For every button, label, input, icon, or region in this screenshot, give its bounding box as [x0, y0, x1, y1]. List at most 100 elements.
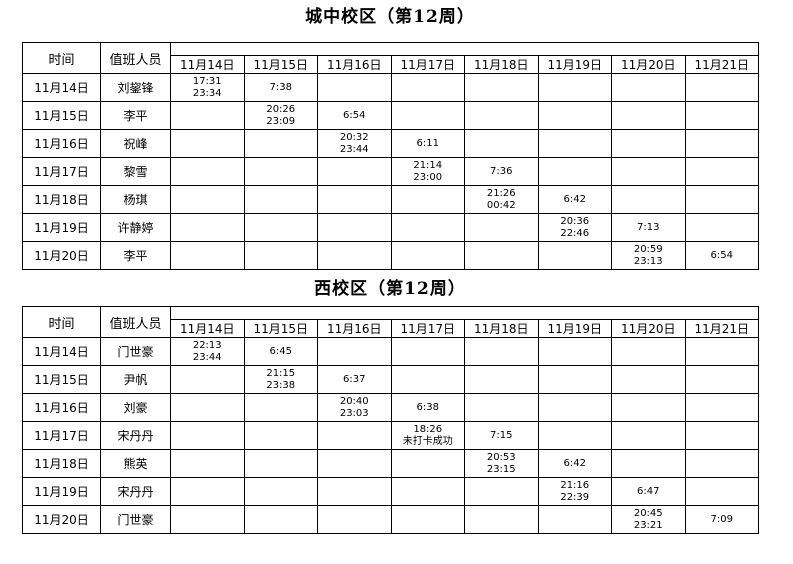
- checkin-time-cell: 6:42: [537, 185, 612, 214]
- schedule-row: 11月19日 宋丹丹 21:16 22:39 6:47: [22, 477, 759, 506]
- schedule-row: 11月15日 尹帆 21:15 23:38 6:37: [22, 365, 759, 394]
- duty-person-cell: 李平: [100, 101, 171, 130]
- schedule-row: 11月16日 祝峰 20:32 23:44 6:11: [22, 129, 759, 158]
- checkin-time-cell: [464, 129, 539, 158]
- checkin-time-cell: 6:54: [684, 241, 759, 270]
- checkin-time-cell: 20:36 22:46: [537, 213, 612, 242]
- checkin-time-cell: [243, 449, 318, 478]
- checkin-time-cell: [464, 101, 539, 130]
- checkin-time-cell: [317, 421, 392, 450]
- checkin-time-cell: [170, 185, 245, 214]
- checkin-time-cell: [170, 421, 245, 450]
- checkin-time-cell: 6:42: [537, 449, 612, 478]
- checkin-time-cell: [170, 449, 245, 478]
- checkin-time-cell: [170, 241, 245, 270]
- header-strip-row: 时间 值班人员: [22, 42, 759, 74]
- duty-date-cell: 11月17日: [22, 421, 101, 450]
- checkin-time-cell: [684, 421, 759, 450]
- checkin-time-cell: [611, 449, 686, 478]
- time-column-header: 时间: [22, 42, 101, 74]
- checkin-time-cell: [684, 213, 759, 242]
- date-headers-row: 11月14日 11月15日 11月16日 11月17日 11月18日 11月19日 11月2…: [23, 55, 759, 74]
- duty-person-cell: 尹帆: [100, 365, 171, 394]
- checkin-time-cell: [170, 129, 245, 158]
- checkin-time-cell: 20:40 23:03: [317, 393, 392, 422]
- checkin-time-cell: 6:11: [390, 129, 465, 158]
- checkin-time-cell: [684, 477, 759, 506]
- schedule-row: 11月18日 熊英 20:53 23:15 6:42: [22, 449, 759, 478]
- checkin-time-cell: [464, 365, 539, 394]
- schedule-row: 11月16日 刘豪 20:40 23:03 6:38: [22, 393, 759, 422]
- checkin-time-cell: [243, 213, 318, 242]
- checkin-time-cell: 6:38: [390, 393, 465, 422]
- duty-date-cell: 11月20日: [22, 241, 101, 270]
- checkin-time-cell: [611, 101, 686, 130]
- checkin-time-cell: [243, 505, 318, 534]
- date-column-header: 11月19日: [537, 319, 612, 338]
- checkin-time-cell: [243, 129, 318, 158]
- campus-title-chengzhong: 城中校区（第12周）: [305, 7, 475, 27]
- duty-person-cell: 黎雪: [100, 157, 171, 186]
- duty-person-cell: 门世豪: [100, 337, 171, 366]
- date-column-header: 11月21日: [684, 319, 759, 338]
- checkin-time-cell: [537, 337, 612, 366]
- duty-person-cell: 祝峰: [100, 129, 171, 158]
- dates-group-header: [170, 306, 759, 320]
- duty-person-cell: 刘鋆锋: [100, 73, 171, 102]
- schedule-row: 11月15日 李平 20:26 23:09 6:54: [22, 101, 759, 130]
- checkin-time-cell: [464, 337, 539, 366]
- checkin-time-cell: [390, 101, 465, 130]
- checkin-time-cell: [464, 393, 539, 422]
- duty-date-cell: 11月18日: [22, 449, 101, 478]
- checkin-time-cell: [611, 73, 686, 102]
- duty-date-cell: 11月15日: [22, 101, 101, 130]
- checkin-time-cell: [684, 129, 759, 158]
- checkin-time-cell: [170, 505, 245, 534]
- duty-person-cell: 熊英: [100, 449, 171, 478]
- checkin-time-cell: [243, 185, 318, 214]
- checkin-time-cell: [317, 157, 392, 186]
- duty-person-cell: 宋丹丹: [100, 421, 171, 450]
- date-column-header: 11月16日: [317, 55, 392, 74]
- person-column-header: 值班人员: [100, 306, 171, 338]
- schedule-row: 11月14日 门世豪 22:13 23:44 6:45: [22, 337, 759, 366]
- checkin-time-cell: [243, 393, 318, 422]
- checkin-time-cell: [464, 241, 539, 270]
- header-strip-row: 时间 值班人员: [22, 306, 759, 338]
- date-column-header: 11月14日: [170, 55, 245, 74]
- checkin-time-cell: [390, 73, 465, 102]
- checkin-time-cell: [317, 505, 392, 534]
- checkin-time-cell: 7:09: [684, 505, 759, 534]
- checkin-time-cell: 17:31 23:34: [170, 73, 245, 102]
- duty-date-cell: 11月17日: [22, 157, 101, 186]
- checkin-time-cell: [464, 505, 539, 534]
- checkin-time-cell: [317, 241, 392, 270]
- checkin-time-cell: [317, 477, 392, 506]
- checkin-time-cell: [684, 157, 759, 186]
- checkin-time-cell: [317, 337, 392, 366]
- checkin-time-cell: [537, 365, 612, 394]
- checkin-time-cell: 20:59 23:13: [611, 241, 686, 270]
- checkin-time-cell: 22:13 23:44: [170, 337, 245, 366]
- checkin-time-cell: 20:53 23:15: [464, 449, 539, 478]
- checkin-time-cell: [537, 157, 612, 186]
- schedule-row: 11月20日 门世豪 20:45 23:21 7:09: [22, 505, 759, 534]
- checkin-time-cell: [317, 73, 392, 102]
- schedule-row: 11月14日 刘鋆锋 17:31 23:34 7:38: [22, 73, 759, 102]
- checkin-time-cell: [390, 449, 465, 478]
- checkin-time-cell: [537, 129, 612, 158]
- checkin-time-cell: 6:54: [317, 101, 392, 130]
- duty-date-cell: 11月15日: [22, 365, 101, 394]
- schedule-row: 11月19日 许静婷 20:36 22:46 7:13: [22, 213, 759, 242]
- duty-date-cell: 11月16日: [22, 393, 101, 422]
- duty-person-cell: 许静婷: [100, 213, 171, 242]
- dates-group-header: [170, 42, 759, 56]
- date-column-header: 11月17日: [390, 55, 465, 74]
- checkin-time-cell: [464, 73, 539, 102]
- duty-person-cell: 门世豪: [100, 505, 171, 534]
- checkin-time-cell: 7:13: [611, 213, 686, 242]
- duty-date-cell: 11月18日: [22, 185, 101, 214]
- checkin-time-cell: [390, 213, 465, 242]
- checkin-time-cell: [390, 185, 465, 214]
- schedule-body: 11月14日 刘鋆锋 17:31 23:34 7:38 11月15日 李平 20:26 23…: [22, 73, 759, 270]
